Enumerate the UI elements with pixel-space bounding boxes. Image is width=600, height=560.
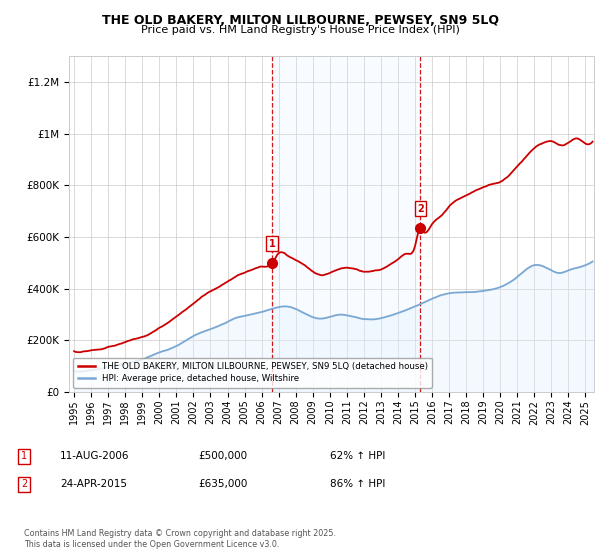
Text: Contains HM Land Registry data © Crown copyright and database right 2025.
This d: Contains HM Land Registry data © Crown c… [24, 529, 336, 549]
Bar [272, 56, 421, 392]
Text: 2: 2 [21, 479, 27, 489]
Text: 2: 2 [417, 204, 424, 214]
Text: 62% ↑ HPI: 62% ↑ HPI [330, 451, 385, 461]
Text: Price paid vs. HM Land Registry's House Price Index (HPI): Price paid vs. HM Land Registry's House … [140, 25, 460, 35]
Text: 24-APR-2015: 24-APR-2015 [60, 479, 127, 489]
Text: £635,000: £635,000 [198, 479, 247, 489]
Text: 1: 1 [21, 451, 27, 461]
Text: 86% ↑ HPI: 86% ↑ HPI [330, 479, 385, 489]
Legend: THE OLD BAKERY, MILTON LILBOURNE, PEWSEY, SN9 5LQ (detached house), HPI: Average: THE OLD BAKERY, MILTON LILBOURNE, PEWSEY… [73, 358, 432, 388]
Text: THE OLD BAKERY, MILTON LILBOURNE, PEWSEY, SN9 5LQ: THE OLD BAKERY, MILTON LILBOURNE, PEWSEY… [101, 14, 499, 27]
Text: 1: 1 [269, 239, 275, 249]
Text: £500,000: £500,000 [198, 451, 247, 461]
Text: 11-AUG-2006: 11-AUG-2006 [60, 451, 130, 461]
